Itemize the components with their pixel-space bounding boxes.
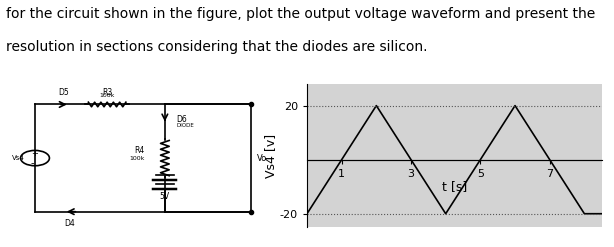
Text: resolution in sections considering that the diodes are silicon.: resolution in sections considering that … xyxy=(6,40,427,54)
Text: D5: D5 xyxy=(58,88,69,97)
Y-axis label: Vs4 [v]: Vs4 [v] xyxy=(264,134,277,178)
Text: Vs4: Vs4 xyxy=(12,155,25,161)
Text: R4: R4 xyxy=(134,146,145,155)
Text: D4: D4 xyxy=(64,219,75,228)
Text: 5V: 5V xyxy=(160,192,170,201)
Text: D6: D6 xyxy=(176,115,187,124)
Text: +: + xyxy=(31,149,37,158)
Text: -: - xyxy=(31,158,34,168)
Text: DIODE: DIODE xyxy=(176,124,194,128)
Text: Vo: Vo xyxy=(257,154,268,163)
Text: 100k: 100k xyxy=(99,93,115,98)
Text: for the circuit shown in the figure, plot the output voltage waveform and presen: for the circuit shown in the figure, plo… xyxy=(6,7,596,21)
X-axis label: t [s]: t [s] xyxy=(441,180,467,193)
Text: 100k: 100k xyxy=(130,156,145,161)
Text: R3: R3 xyxy=(102,88,112,97)
